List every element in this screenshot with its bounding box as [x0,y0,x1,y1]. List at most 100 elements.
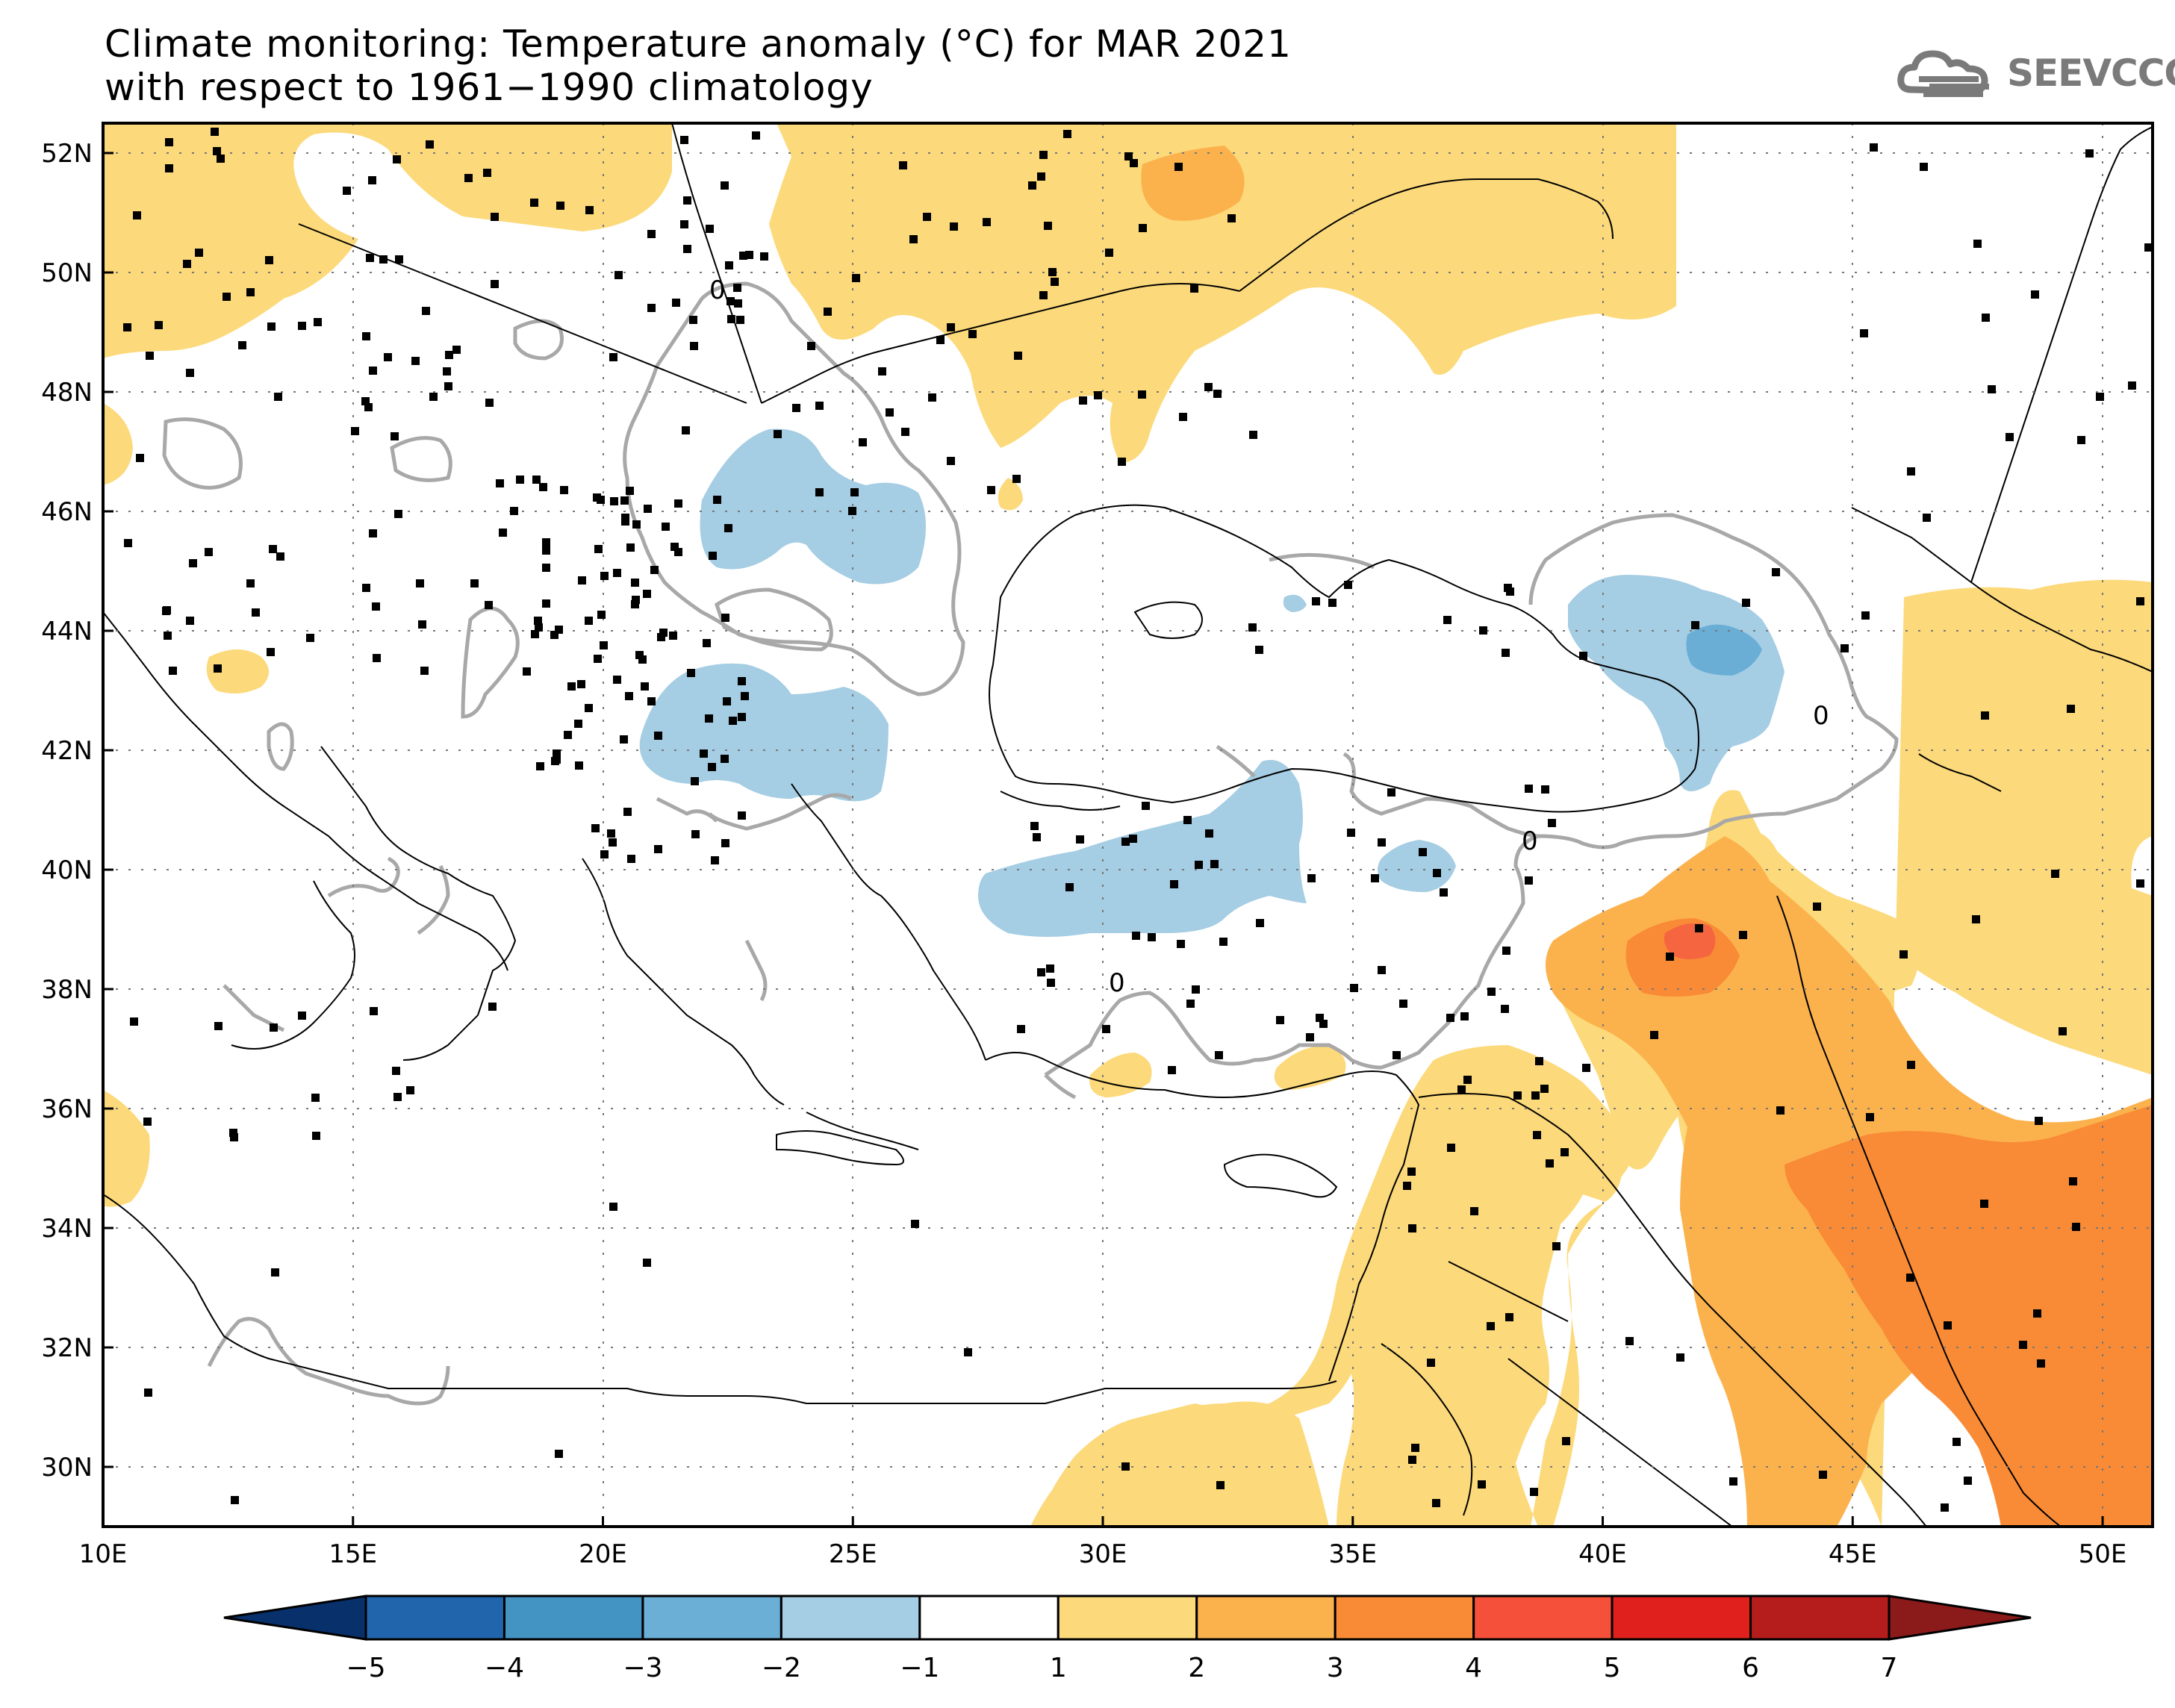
station-marker [217,155,225,163]
colorbar-bin [918,1595,1060,1641]
station-marker [550,631,558,639]
station-marker [1048,268,1057,276]
station-marker [555,626,563,634]
station-marker [1533,1131,1541,1139]
lat-tick-label: 32N [41,1333,93,1363]
station-marker [1447,1144,1455,1152]
lon-tick-label: 25E [829,1539,877,1569]
station-marker [483,169,491,177]
station-marker [968,330,977,338]
station-marker [406,1086,414,1094]
station-marker [429,393,438,401]
station-marker [246,579,255,587]
station-marker [2037,1359,2045,1368]
station-marker [1552,1242,1561,1250]
station-marker [638,655,647,664]
station-marker [445,351,453,359]
station-marker [2033,1309,2041,1318]
colorbar-bin [641,1595,782,1641]
station-marker [703,639,711,647]
station-marker [1427,1359,1435,1367]
station-marker [644,505,652,513]
station-marker [625,692,633,700]
station-marker [674,499,682,508]
station-marker [165,138,173,146]
station-marker [422,307,430,315]
station-marker [1227,214,1236,222]
station-marker [594,545,603,553]
station-marker [687,669,695,677]
station-marker [491,213,499,221]
station-marker [369,367,377,375]
station-marker [393,1093,402,1101]
station-marker [1463,1076,1472,1084]
station-marker [1432,1499,1440,1507]
station-marker [706,225,714,233]
colorbar-bin [780,1595,921,1641]
lat-tick-label: 30N [41,1453,93,1483]
station-marker [738,713,746,721]
station-marker [738,811,746,820]
station-marker [1988,385,1996,393]
station-marker [312,1132,320,1140]
station-marker [130,1017,138,1026]
station-marker [369,529,377,537]
station-marker [2136,597,2144,605]
station-marker [631,600,639,608]
station-marker [657,633,665,641]
station-marker [274,393,282,401]
station-marker [987,486,995,494]
station-marker [674,548,682,556]
station-marker [597,611,606,619]
station-marker [721,614,729,622]
station-marker [577,680,585,688]
station-marker [535,623,543,632]
station-marker [1148,933,1156,941]
station-marker [713,496,721,504]
station-marker [362,584,370,592]
station-marker [2096,393,2104,401]
station-marker [1513,1091,1522,1100]
station-marker [452,346,461,354]
station-marker [600,572,609,580]
station-marker [1982,314,1990,322]
lat-tick-label: 48N [41,378,93,408]
lat-tick-label: 50N [41,258,93,288]
station-marker [741,692,749,700]
station-marker [534,617,542,625]
station-marker [911,1220,919,1228]
station-marker [1840,644,1849,652]
colorbar-bin [1334,1595,1475,1641]
station-marker [1691,621,1699,629]
station-marker [683,245,691,253]
station-marker [183,260,191,268]
station-marker [362,332,370,340]
station-marker [470,579,479,587]
station-marker [124,539,132,547]
colorbar-label: −4 [485,1653,524,1683]
station-marker [909,235,918,243]
station-marker [298,322,306,330]
station-marker [1102,1025,1110,1033]
contour-label-zero: 0 [1109,968,1125,998]
coastlines-borders [103,123,2153,1527]
station-marker [1433,869,1441,877]
station-marker [1666,953,1674,961]
colorbar-label: −1 [900,1653,939,1683]
station-marker [298,1012,306,1020]
station-marker [1213,390,1222,398]
station-marker [1525,785,1533,793]
station-marker [1378,838,1386,847]
station-marker [1776,1106,1785,1115]
station-marker [947,457,955,465]
station-marker [600,850,609,858]
station-marker [485,601,493,609]
station-marker [1540,1085,1549,1093]
station-marker [1205,829,1213,838]
station-marker [2069,1177,2077,1185]
station-marker [379,255,388,264]
station-marker [195,249,203,257]
station-marker [364,403,373,411]
station-marker [230,1133,238,1141]
lat-tick-label: 40N [41,855,93,885]
